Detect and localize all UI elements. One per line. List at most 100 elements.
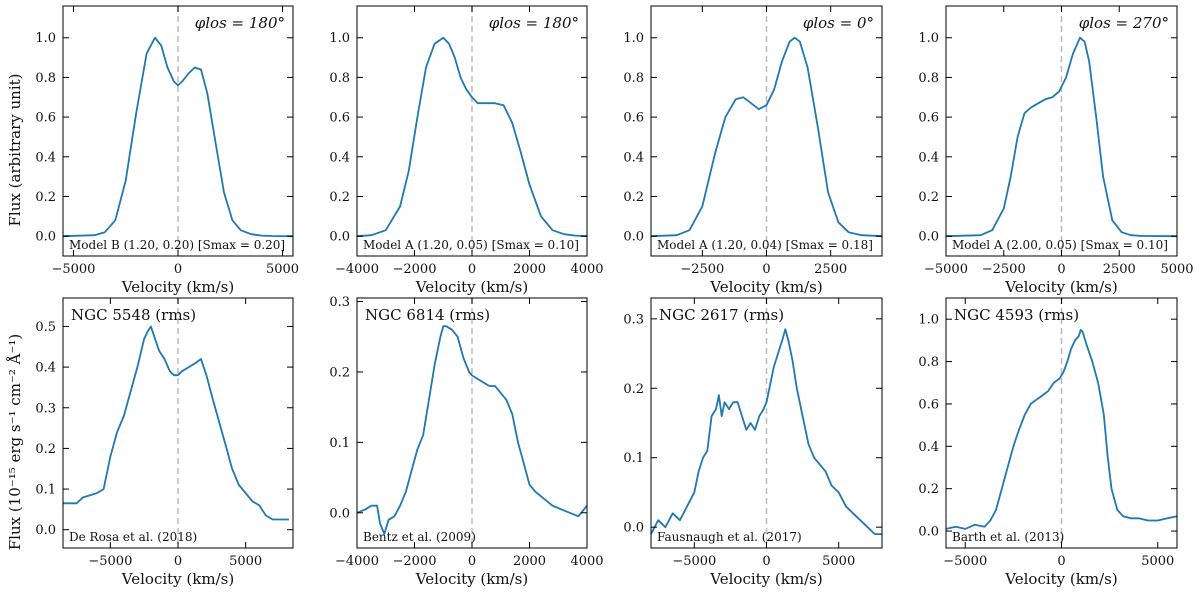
x-tick-label: 5000 bbox=[822, 554, 855, 569]
ylabel-bottom: Flux (10⁻¹⁵ erg s⁻¹ cm⁻² Å⁻¹) bbox=[6, 334, 24, 551]
ylabel-top: Flux (arbitrary unit) bbox=[6, 73, 24, 226]
y-tick-label: 0.2 bbox=[623, 190, 644, 205]
y-tick-label: 0.4 bbox=[918, 440, 939, 455]
x-tick-label: 0 bbox=[1057, 554, 1065, 569]
series-line bbox=[945, 328, 1178, 530]
panel-model-a-180: −4000 −2000 0 2000 4000 0.0 0.2 0.4 0.6 0.8 1.0 Vel… bbox=[329, 5, 604, 296]
panel-title: NGC 6814 (rms) bbox=[365, 306, 490, 324]
y-tick-label: 0.8 bbox=[918, 71, 939, 86]
panel-ngc-5548: −5000 0 5000 0.0 0.1 0.2 0.3 0.4 0.5 Velocity (km… bbox=[35, 297, 294, 588]
series-line bbox=[945, 36, 1178, 238]
y-tick-label: 0.0 bbox=[329, 230, 350, 245]
x-tick-label: 0 bbox=[468, 554, 476, 569]
y-tick-label: 0.4 bbox=[623, 150, 644, 165]
panel-note: Model A (1.20, 0.05) [Smax = 0.10] bbox=[363, 238, 579, 252]
y-tick-label: 1.0 bbox=[35, 31, 56, 46]
panel-note: Model A (2.00, 0.05) [Smax = 0.10] bbox=[952, 238, 1168, 252]
x-tick-label: −5000 bbox=[943, 554, 987, 569]
x-tick-label: 2500 bbox=[814, 262, 847, 277]
x-axis-label: Velocity (km/s) bbox=[121, 570, 234, 588]
y-tick-label: 0.4 bbox=[35, 361, 56, 376]
y-tick-label: 0.1 bbox=[329, 436, 350, 451]
x-axis-label: Velocity (km/s) bbox=[415, 570, 528, 588]
y-tick-label: 0.1 bbox=[623, 451, 644, 466]
panel-note: Model A (1.20, 0.04) [Smax = 0.18] bbox=[657, 238, 873, 252]
y-tick-label: 0.8 bbox=[623, 71, 644, 86]
x-tick-label: −2000 bbox=[393, 262, 437, 277]
phi-los-label: φlos = 180° bbox=[195, 14, 285, 32]
panel-ngc-4593: −5000 0 5000 0.0 0.2 0.4 0.6 0.8 1.0 Velocity (km… bbox=[918, 297, 1178, 588]
y-tick-label: 0.1 bbox=[35, 483, 56, 498]
x-tick-label: 2000 bbox=[513, 554, 546, 569]
y-tick-label: 0.2 bbox=[918, 190, 939, 205]
panel-note: Model B (1.20, 0.20) [Smax = 0.20] bbox=[69, 238, 285, 252]
series-line bbox=[62, 36, 294, 238]
x-tick-label: −4000 bbox=[335, 554, 379, 569]
x-tick-label: −2500 bbox=[982, 262, 1026, 277]
x-tick-label: 0 bbox=[762, 262, 770, 277]
y-tick-label: 1.0 bbox=[623, 31, 644, 46]
series-line bbox=[650, 328, 882, 535]
x-axis-label: Velocity (km/s) bbox=[1004, 278, 1117, 296]
y-tick-label: 0.4 bbox=[329, 150, 350, 165]
y-tick-label: 0.6 bbox=[918, 111, 939, 126]
y-tick-label: 0.4 bbox=[35, 150, 56, 165]
x-tick-label: 4000 bbox=[570, 262, 603, 277]
x-axis-label: Velocity (km/s) bbox=[121, 278, 234, 296]
y-tick-label: 1.0 bbox=[918, 31, 939, 46]
x-tick-label: 4000 bbox=[570, 554, 603, 569]
x-tick-label: −4000 bbox=[335, 262, 379, 277]
panel-model-a-270: −5000 −2500 0 2500 5000 0.0 0.2 0.4 0.6 0.8 1.0 Vel… bbox=[918, 5, 1194, 296]
x-tick-label: 0 bbox=[762, 554, 770, 569]
phi-los-label: φlos = 270° bbox=[1079, 14, 1169, 32]
y-tick-label: 1.0 bbox=[329, 31, 350, 46]
x-axis-label: Velocity (km/s) bbox=[1004, 570, 1117, 588]
y-tick-label: 1.0 bbox=[918, 313, 939, 328]
panel-ngc-2617: −5000 0 5000 0.0 0.1 0.2 0.3 Velocity (km/s) NGC… bbox=[623, 297, 883, 588]
x-axis-label: Velocity (km/s) bbox=[709, 570, 822, 588]
y-tick-label: 0.0 bbox=[623, 521, 644, 536]
x-tick-label: −5000 bbox=[88, 554, 132, 569]
y-tick-label: 0.8 bbox=[329, 71, 350, 86]
x-tick-label: −2500 bbox=[680, 262, 724, 277]
x-tick-label: −5000 bbox=[51, 262, 95, 277]
y-tick-label: 0.4 bbox=[918, 150, 939, 165]
y-tick-label: 0.6 bbox=[623, 111, 644, 126]
panel-ngc-6814: −4000 −2000 0 2000 4000 0.0 0.1 0.2 0.3 Velocity … bbox=[329, 295, 603, 588]
y-tick-label: 0.8 bbox=[35, 71, 56, 86]
x-tick-label: 5000 bbox=[1160, 262, 1193, 277]
phi-los-label: φlos = 0° bbox=[803, 14, 874, 32]
series-line bbox=[356, 36, 588, 238]
x-tick-label: 0 bbox=[468, 262, 476, 277]
x-tick-label: 5000 bbox=[229, 554, 262, 569]
series-line bbox=[356, 325, 588, 535]
y-tick-label: 0.3 bbox=[623, 312, 644, 327]
series-line bbox=[650, 36, 883, 238]
x-tick-label: 2500 bbox=[1103, 262, 1136, 277]
y-tick-label: 0.2 bbox=[35, 442, 56, 457]
y-tick-label: 0.2 bbox=[918, 482, 939, 497]
y-tick-label: 0.8 bbox=[918, 355, 939, 370]
panel-title: NGC 4593 (rms) bbox=[954, 306, 1079, 324]
panel-note: Fausnaugh et al. (2017) bbox=[657, 530, 802, 544]
y-tick-label: 0.2 bbox=[329, 190, 350, 205]
panel-note: De Rosa et al. (2018) bbox=[69, 530, 197, 544]
x-axis-label: Velocity (km/s) bbox=[415, 278, 528, 296]
series-line bbox=[63, 325, 289, 521]
panel-title: NGC 2617 (rms) bbox=[659, 306, 784, 324]
panels-group: −5000 0 5000 0.0 0.2 0.4 0.6 0.8 1.0 Velocity (km… bbox=[35, 5, 1194, 588]
y-tick-label: 0.0 bbox=[35, 230, 56, 245]
y-tick-label: 0.0 bbox=[329, 506, 350, 521]
panel-model-a-0: −2500 0 2500 0.0 0.2 0.4 0.6 0.8 1.0 Velocity (km… bbox=[623, 5, 883, 296]
y-tick-label: 0.6 bbox=[35, 111, 56, 126]
x-tick-label: 0 bbox=[174, 262, 182, 277]
x-tick-label: 2000 bbox=[513, 262, 546, 277]
panel-title: NGC 5548 (rms) bbox=[71, 306, 196, 324]
x-axis-label: Velocity (km/s) bbox=[709, 278, 822, 296]
y-tick-label: 0.3 bbox=[35, 401, 56, 416]
y-tick-label: 0.0 bbox=[35, 523, 56, 538]
y-tick-label: 0.0 bbox=[918, 230, 939, 245]
y-tick-label: 0.6 bbox=[329, 111, 350, 126]
y-tick-label: 0.2 bbox=[35, 190, 56, 205]
x-tick-label: 5000 bbox=[266, 262, 299, 277]
